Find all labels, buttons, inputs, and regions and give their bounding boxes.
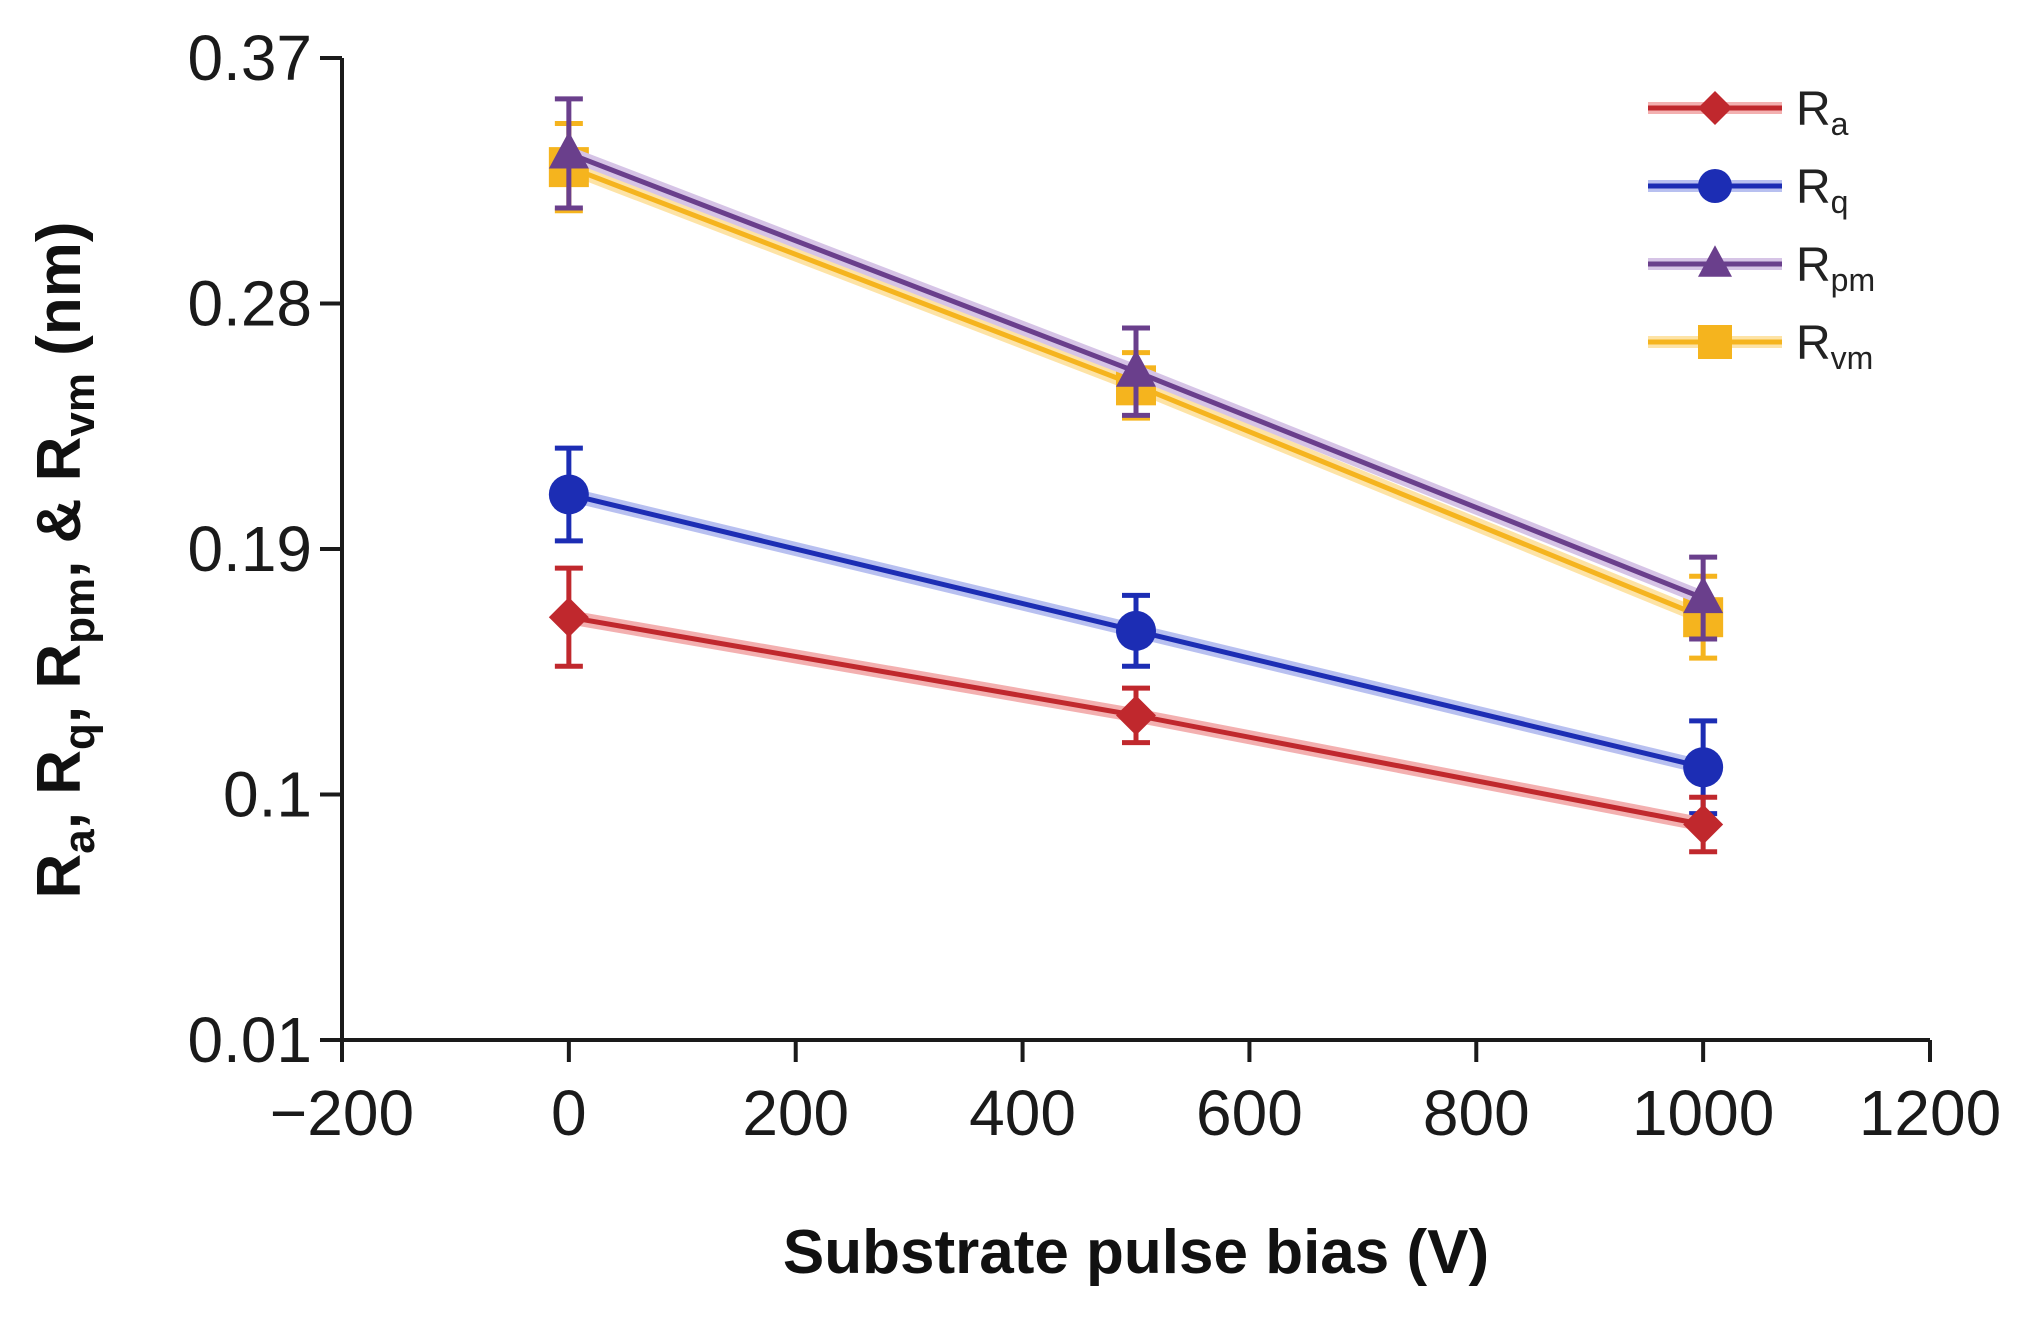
data-point xyxy=(1683,804,1724,845)
y-title-subscript: vm xyxy=(55,373,104,437)
series-rq xyxy=(548,445,1724,817)
legend-marker xyxy=(1698,325,1732,359)
data-point xyxy=(548,131,589,169)
x-tick-label: 800 xyxy=(1423,1077,1530,1149)
data-point xyxy=(1116,349,1156,387)
x-axis-title: Substrate pulse bias (V) xyxy=(783,1218,1489,1287)
data-point xyxy=(548,474,589,515)
y-tick-label: 0.28 xyxy=(187,268,312,340)
legend-label: Rpm xyxy=(1796,239,1875,298)
x-tick-label: 1000 xyxy=(1632,1077,1774,1149)
y-tick-label: 0.19 xyxy=(187,513,312,585)
legend-label-main: R xyxy=(1796,83,1831,136)
x-tick-label: 0 xyxy=(551,1077,587,1149)
legend-label-sub: q xyxy=(1831,184,1849,220)
data-point xyxy=(1116,695,1156,736)
data-point xyxy=(548,597,589,638)
y-axis-title: Ra, Rq, Rpm, & Rvm (nm) xyxy=(25,222,104,899)
legend-label-sub: pm xyxy=(1831,262,1875,298)
legend-item: Rvm xyxy=(1648,317,1873,376)
y-tick-label: 0.01 xyxy=(187,1004,312,1076)
legend-item: Rpm xyxy=(1648,239,1875,298)
legend-label-sub: a xyxy=(1831,106,1849,142)
series-ra xyxy=(548,565,1724,855)
legend-label: Rvm xyxy=(1796,317,1873,376)
legend-item: Ra xyxy=(1648,83,1849,142)
y-tick-label: 0.37 xyxy=(187,22,312,94)
y-tick-label: 0.1 xyxy=(223,759,312,831)
y-title-text: (nm) xyxy=(25,222,94,374)
legend-label-sub: vm xyxy=(1831,340,1874,376)
series-rpm xyxy=(548,96,1724,642)
legend-label-main: R xyxy=(1796,239,1831,292)
x-ticks: −200 0 200 400 600 800 1000 1200 xyxy=(270,1040,2001,1149)
legend-label-main: R xyxy=(1796,317,1831,370)
y-ticks: 0.01 0.1 0.19 0.28 0.37 xyxy=(187,22,342,1076)
x-tick-label: 200 xyxy=(742,1077,849,1149)
y-title-text: , R xyxy=(25,644,94,723)
y-title-subscript: a xyxy=(55,829,104,854)
data-point xyxy=(1683,576,1724,614)
legend-label: Rq xyxy=(1796,161,1848,220)
legend-label-main: R xyxy=(1796,161,1831,214)
x-tick-label: 400 xyxy=(969,1077,1076,1149)
x-tick-label: 600 xyxy=(1196,1077,1303,1149)
x-tick-label: −200 xyxy=(270,1077,414,1149)
legend-marker xyxy=(1698,245,1732,277)
y-title-text: , & R xyxy=(25,437,94,578)
data-point xyxy=(1116,610,1156,651)
legend-item: Rq xyxy=(1648,161,1848,220)
series-layer xyxy=(548,96,1724,855)
y-title-text: R xyxy=(25,854,94,899)
legend-marker xyxy=(1698,169,1732,203)
y-title-subscript: pm xyxy=(55,578,104,644)
data-point xyxy=(1683,747,1724,788)
legend-label: Ra xyxy=(1796,83,1849,142)
y-title-text: , R xyxy=(25,750,94,829)
plot-area: 0.01 0.1 0.19 0.28 0.37 −200 0 200 400 600 800 100… xyxy=(187,22,2001,1149)
legend-marker xyxy=(1698,91,1732,125)
x-tick-label: 1200 xyxy=(1859,1077,2001,1149)
y-title-subscript: q xyxy=(55,723,104,750)
